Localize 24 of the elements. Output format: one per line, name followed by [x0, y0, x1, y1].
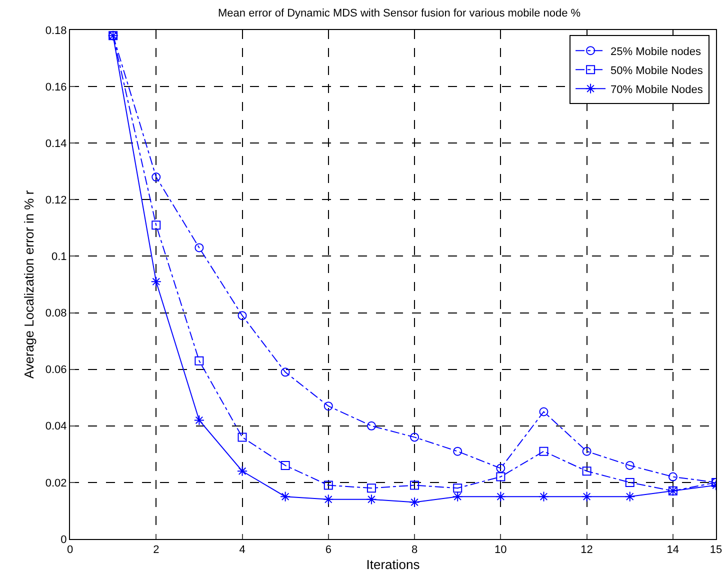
x-tick-label: 4 — [239, 544, 246, 556]
legend-label: 25% Mobile nodes — [610, 46, 702, 58]
y-tick-label: 0 — [60, 534, 67, 546]
y-tick-label: 0.02 — [45, 477, 67, 490]
y-tick-label: 0.08 — [45, 308, 67, 320]
x-tick-label: 6 — [325, 544, 332, 556]
y-tick-label: 0.18 — [45, 24, 67, 37]
x-tick-label: 10 — [494, 544, 507, 556]
y-tick-label: 0.04 — [45, 420, 67, 433]
legend-label: 50% Mobile Nodes — [610, 64, 704, 77]
y-axis-title: Average Localization error in % r — [21, 190, 36, 379]
x-tick-label: 2 — [153, 544, 160, 556]
x-tick-label: 14 — [666, 544, 680, 556]
x-axis-title: Iterations — [366, 556, 420, 572]
x-tick-label: 12 — [580, 544, 593, 556]
x-tick-label: 8 — [411, 544, 418, 556]
y-tick-label: 0.1 — [52, 251, 67, 264]
chart-title: Mean error of Dynamic MDS with Sensor fusion for various mobile node % — [218, 7, 581, 20]
legend-label: 70% Mobile Nodes — [610, 84, 704, 96]
y-tick-label: 0.06 — [45, 364, 67, 376]
y-tick-label: 0.14 — [45, 138, 67, 150]
y-tick-label: 0.16 — [45, 81, 67, 94]
x-tick-label: 15 — [710, 544, 722, 556]
y-tick-label: 0.12 — [45, 194, 67, 207]
